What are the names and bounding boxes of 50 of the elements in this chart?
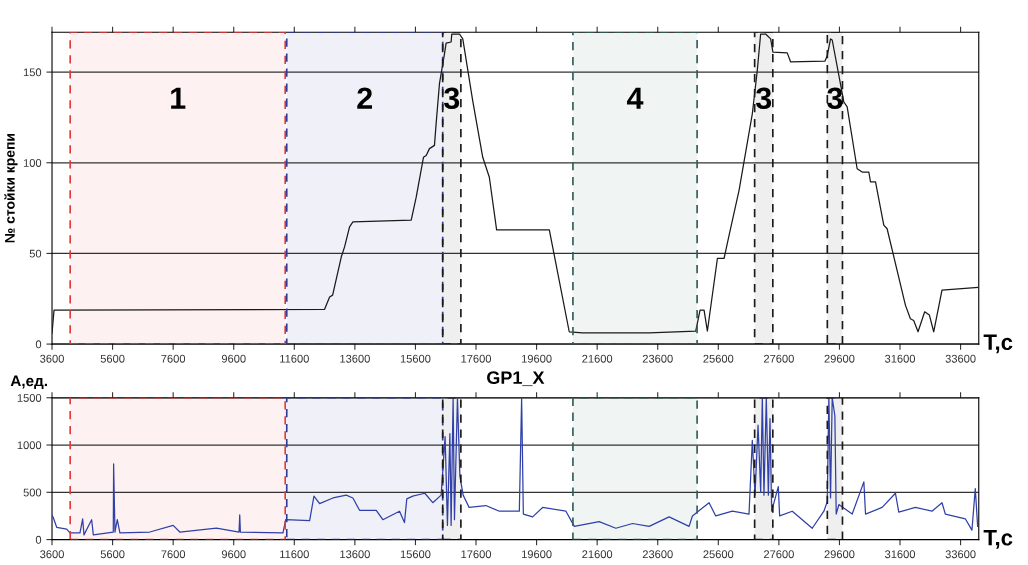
x-tick-label: 19600 [521, 550, 552, 559]
y-tick-label: 0 [35, 340, 42, 349]
x-tick-label: 13600 [340, 354, 370, 363]
y-axis-title: А,ед. [10, 375, 47, 390]
x-tick-label: 29600 [824, 550, 855, 559]
x-tick-label: 3600 [40, 354, 64, 363]
x-tick-label: 9600 [221, 550, 246, 559]
x-tick-label: 33600 [945, 550, 976, 559]
x-tick-label: 7600 [161, 550, 186, 559]
x-tick-label: 9600 [221, 354, 246, 363]
x-tick-label: 17600 [461, 354, 492, 363]
x-tick-label: 21600 [582, 550, 613, 559]
x-tick-label: 25600 [703, 354, 734, 363]
x-tick-label: 21600 [582, 354, 613, 363]
x-tick-label: 33600 [945, 354, 976, 363]
x-tick-label: 19600 [521, 354, 552, 363]
x-tick-label: 5600 [100, 354, 125, 363]
x-tick-label: 15600 [400, 354, 431, 363]
x-tick-label: 15600 [400, 550, 431, 559]
y-tick-label: 50 [29, 249, 42, 258]
y-tick-label: 150 [23, 68, 42, 77]
x-tick-label: 11600 [280, 354, 309, 363]
band-label: 3 [755, 87, 772, 110]
x-tick-label: 13600 [340, 550, 370, 559]
x-axis-title: T,с [983, 530, 1013, 549]
x-tick-label: 31600 [884, 550, 916, 559]
y-axis-title: № стойки крепи [4, 134, 18, 243]
x-tick-label: 5600 [100, 550, 125, 559]
band-label: 3 [443, 87, 460, 110]
y-tick-label: 1500 [17, 394, 42, 402]
x-tick-label: 3600 [40, 550, 64, 559]
x-tick-label: 25600 [703, 550, 734, 559]
x-tick-label: 23600 [642, 354, 673, 363]
x-tick-label: 29600 [824, 354, 855, 363]
x-axis-title: T,с [983, 334, 1013, 354]
x-tick-label: 17600 [461, 550, 492, 559]
x-tick-label: 31600 [884, 354, 916, 363]
x-tick-label: 23600 [642, 550, 673, 559]
band-label: 2 [357, 87, 372, 109]
y-tick-label: 100 [23, 159, 42, 167]
x-tick-label: 7600 [161, 354, 186, 363]
band-label: 1 [171, 87, 186, 109]
chart-title: GP1_X [487, 371, 545, 387]
band-label: 4 [626, 87, 644, 109]
x-tick-label: 27600 [763, 550, 794, 559]
y-tick-label: 1000 [17, 441, 42, 450]
x-tick-label: 27600 [763, 354, 794, 363]
y-tick-label: 500 [23, 488, 42, 497]
x-tick-label: 11600 [280, 550, 309, 559]
y-tick-label: 0 [35, 535, 42, 544]
